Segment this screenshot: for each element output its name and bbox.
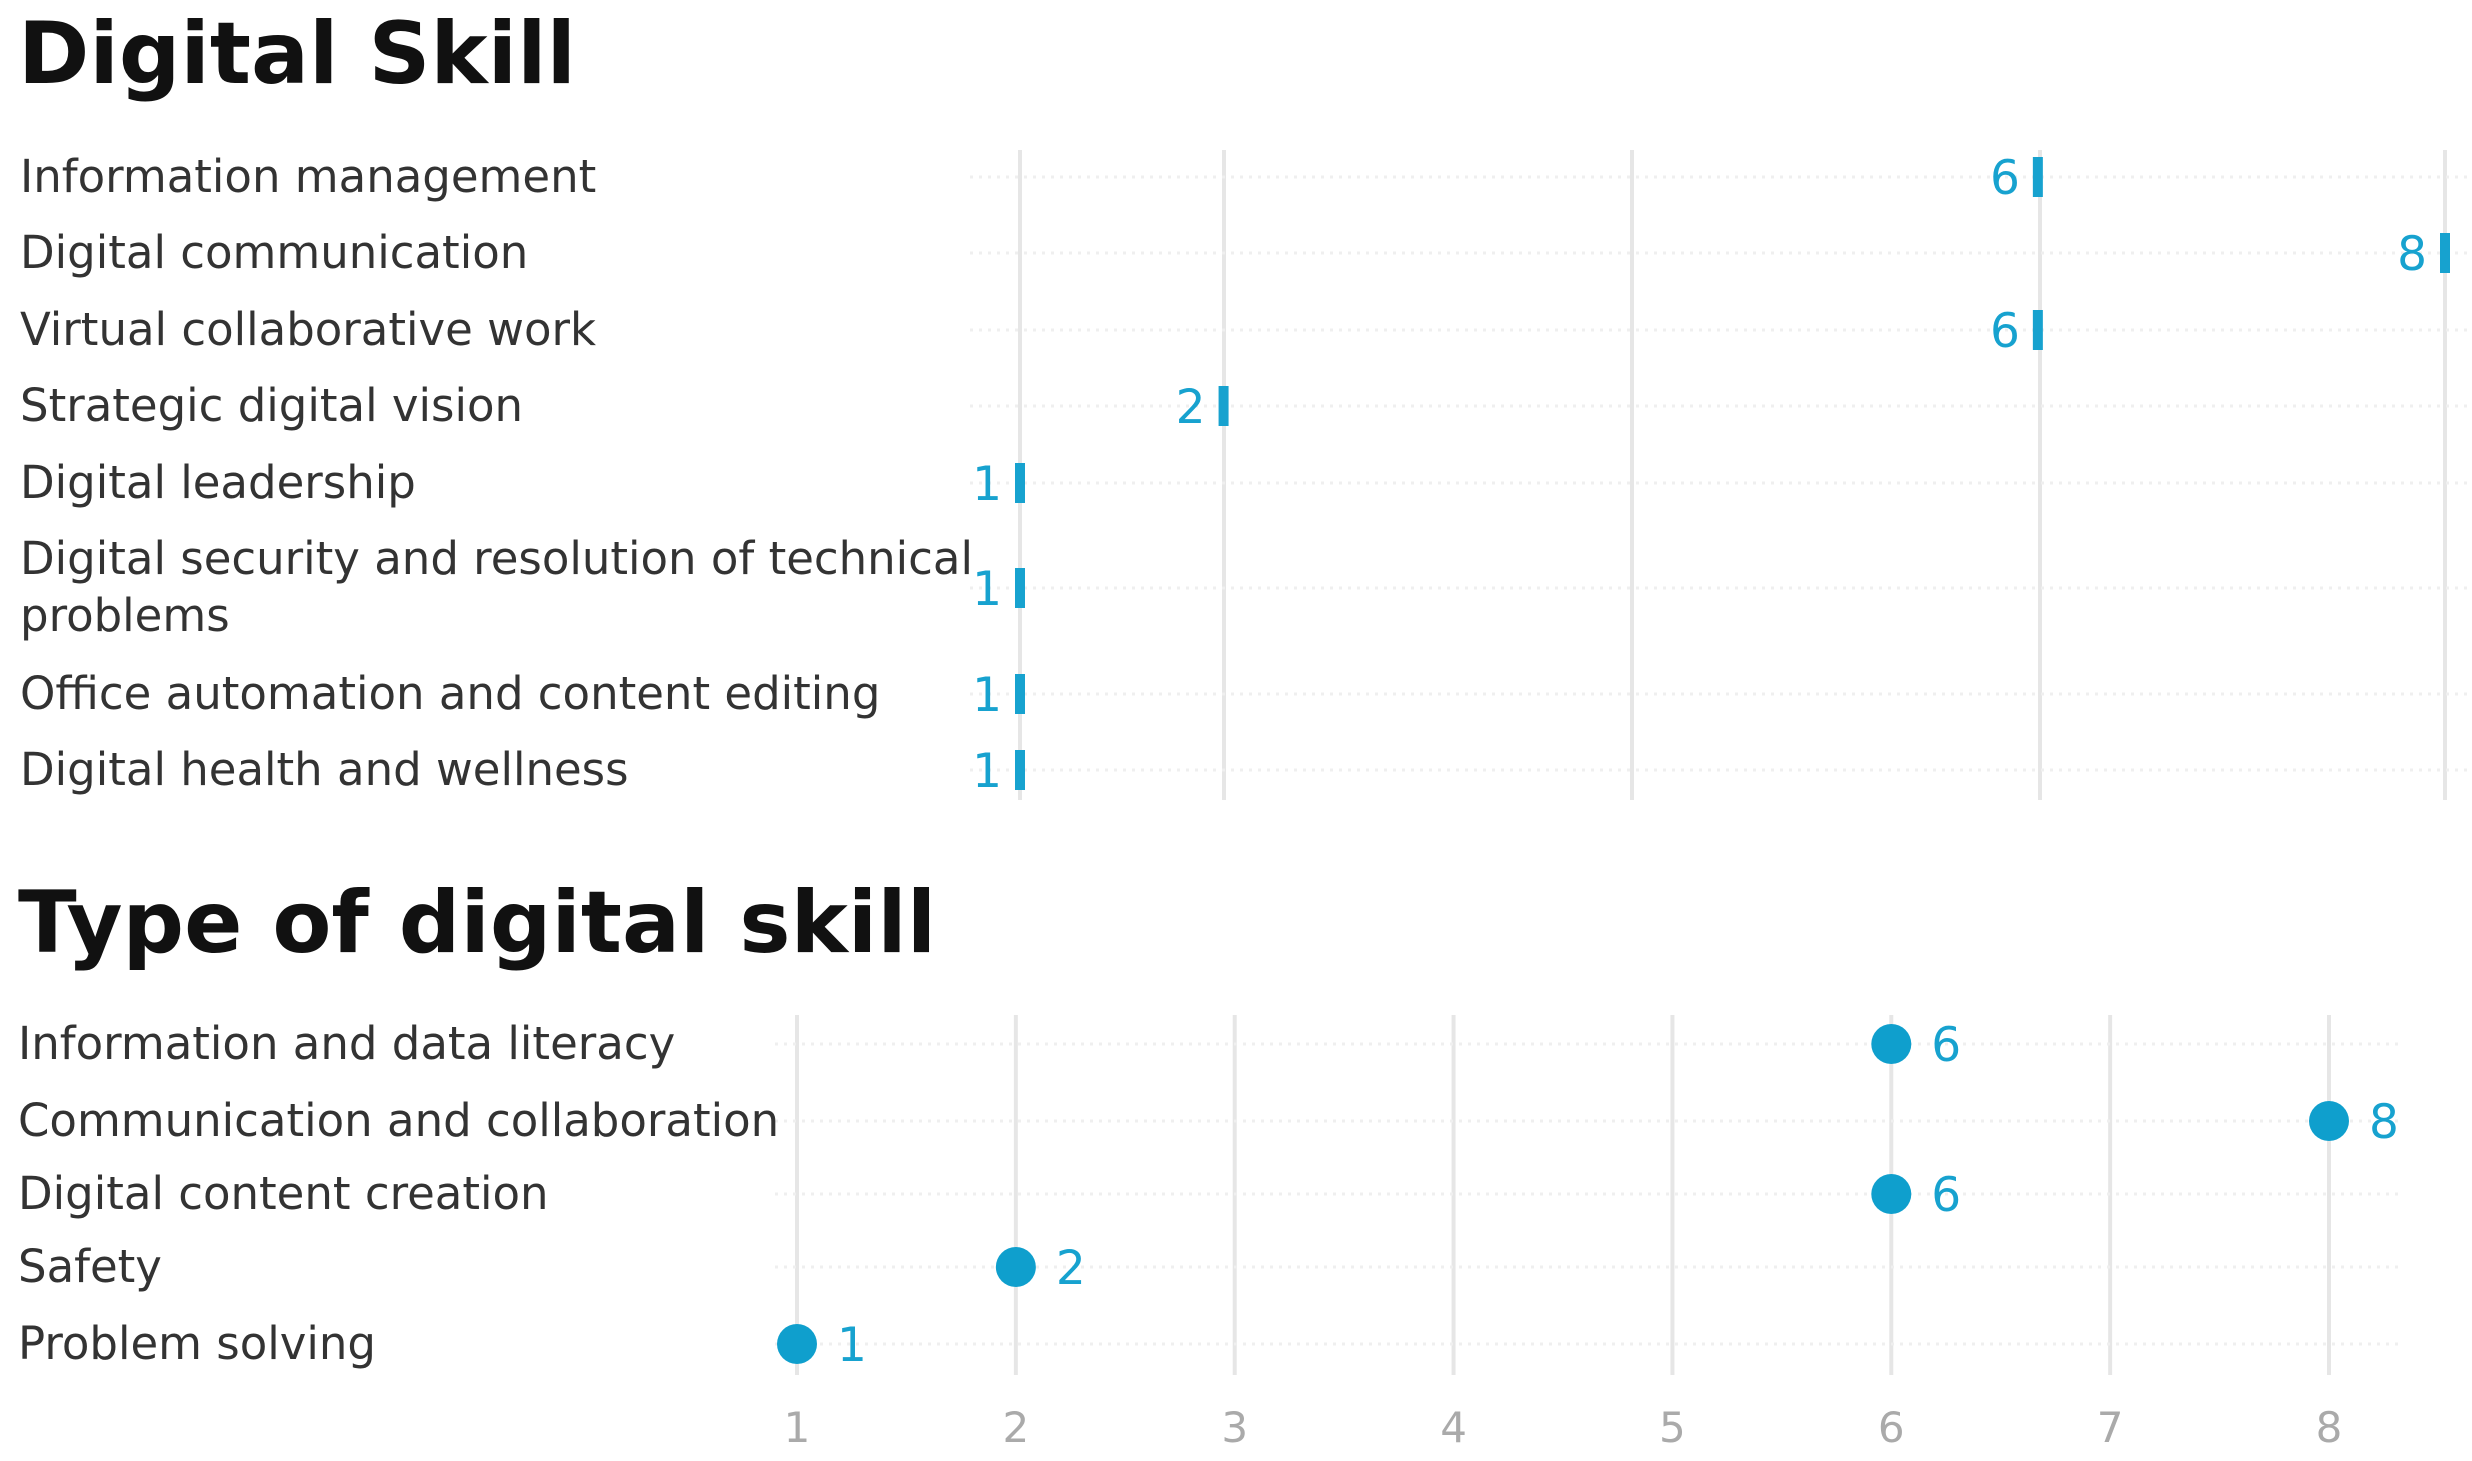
category-label: Information management [20,150,596,203]
category-label: Digital security and resolution of techn… [20,532,973,642]
category-label: Digital leadership [20,456,416,509]
bar-marker [1015,568,1025,608]
data-label: 8 [2397,227,2427,282]
x-axis-ticks: 1 2 3 4 5 6 7 8 [784,1403,2343,1452]
data-label: 2 [1176,380,1206,435]
category-label: Office automation and content editing [20,667,880,720]
digital-skill-chart: Digital Skill Information management Digi… [18,4,2472,800]
category-label: Digital health and wellness [20,743,629,796]
bar-marks [1015,157,2450,790]
grid [775,1015,2400,1375]
x-tick-label: 8 [2316,1403,2343,1452]
type-of-digital-skill-chart: Type of digital skill Information and da… [18,873,2400,1452]
chart-title-type-of-digital-skill: Type of digital skill [18,873,936,973]
bar-marker [1015,674,1025,714]
bar-marker [2032,157,2043,197]
bar-marker [1015,463,1025,503]
category-label: Problem solving [18,1317,376,1370]
x-tick-label: 4 [1440,1403,1467,1452]
data-label: 1 [972,562,1002,617]
data-label: 6 [1990,304,2020,359]
data-label: 8 [2369,1095,2399,1150]
category-label: Digital content creation [18,1167,549,1220]
category-label: Strategic digital vision [20,379,523,432]
category-labels: Information management Digital communicat… [20,150,973,796]
x-tick-label: 3 [1221,1403,1248,1452]
grid [970,150,2472,800]
data-point [2309,1101,2349,1141]
data-point [995,1247,1036,1287]
data-labels: 6 8 6 2 1 [837,1018,2399,1373]
data-labels: 6 8 6 2 1 1 1 1 [972,151,2427,799]
x-tick-label: 7 [2097,1403,2124,1452]
x-tick-label: 2 [1002,1403,1029,1452]
bar-marker [1015,750,1025,790]
bar-marker [1218,386,1229,426]
x-tick-label: 6 [1878,1403,1905,1452]
data-point [1871,1024,1912,1064]
data-label: 1 [972,457,1002,512]
category-labels: Information and data literacy Communicati… [18,1017,779,1370]
x-tick-label: 1 [784,1403,811,1452]
category-label: Digital communication [20,226,528,279]
bar-marker [2032,310,2043,350]
category-label: Communication and collaboration [18,1094,779,1147]
x-tick-label: 5 [1659,1403,1686,1452]
data-label: 2 [1056,1241,1086,1296]
data-label: 6 [1931,1018,1961,1073]
data-label: 1 [972,744,1002,799]
data-label: 6 [1931,1168,1961,1223]
category-label: Virtual collaborative work [20,303,596,356]
data-label: 6 [1990,151,2020,206]
data-point [1871,1174,1912,1214]
data-label: 1 [972,668,1002,723]
data-label: 1 [837,1318,867,1373]
chart-title-digital-skill: Digital Skill [18,4,576,104]
dot-marks [777,1024,2349,1364]
bar-marker [2440,233,2450,273]
category-label: Safety [18,1240,162,1293]
data-point [777,1324,817,1364]
category-label: Information and data literacy [18,1017,675,1070]
